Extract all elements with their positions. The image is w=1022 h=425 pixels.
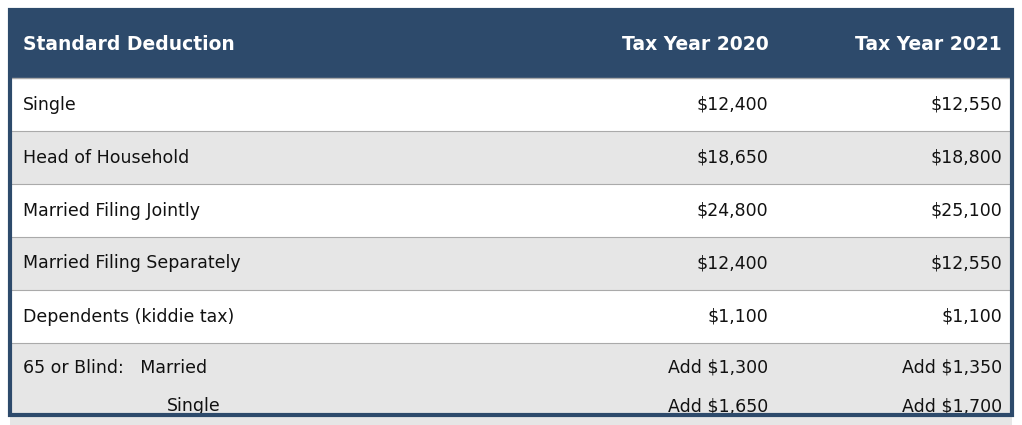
Text: $12,550: $12,550 xyxy=(930,255,1002,272)
Text: Add $1,700: Add $1,700 xyxy=(901,397,1002,415)
Text: Married Filing Separately: Married Filing Separately xyxy=(24,255,240,272)
Bar xyxy=(10,237,1012,290)
Text: $18,800: $18,800 xyxy=(930,148,1002,167)
Text: Add $1,650: Add $1,650 xyxy=(668,397,769,415)
Text: 65 or Blind:   Married: 65 or Blind: Married xyxy=(24,359,207,377)
Text: $12,400: $12,400 xyxy=(697,255,769,272)
Text: Married Filing Jointly: Married Filing Jointly xyxy=(24,201,200,219)
Text: $24,800: $24,800 xyxy=(697,201,769,219)
Text: $1,100: $1,100 xyxy=(708,308,769,326)
Text: $18,650: $18,650 xyxy=(697,148,769,167)
Text: $12,550: $12,550 xyxy=(930,96,1002,113)
Text: Dependents (kiddie tax): Dependents (kiddie tax) xyxy=(24,308,234,326)
Text: Add $1,300: Add $1,300 xyxy=(668,359,769,377)
Text: Tax Year 2021: Tax Year 2021 xyxy=(855,34,1002,54)
Text: Single: Single xyxy=(168,397,221,415)
Text: $12,400: $12,400 xyxy=(697,96,769,113)
Text: Standard Deduction: Standard Deduction xyxy=(24,34,235,54)
Text: Tax Year 2020: Tax Year 2020 xyxy=(621,34,769,54)
Bar xyxy=(10,78,1012,131)
Bar xyxy=(10,343,1012,425)
Text: Head of Household: Head of Household xyxy=(24,148,189,167)
Bar xyxy=(10,184,1012,237)
Text: $25,100: $25,100 xyxy=(930,201,1002,219)
Bar xyxy=(10,290,1012,343)
Bar xyxy=(10,10,1012,78)
Text: Add $1,350: Add $1,350 xyxy=(901,359,1002,377)
Text: Single: Single xyxy=(24,96,77,113)
Text: $1,100: $1,100 xyxy=(941,308,1002,326)
Bar xyxy=(10,131,1012,184)
